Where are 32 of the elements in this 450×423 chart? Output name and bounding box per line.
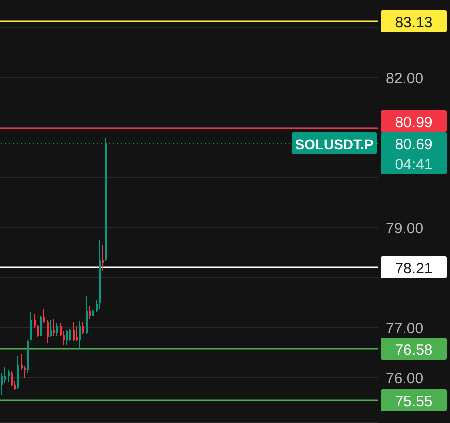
candlestick (30, 312, 32, 341)
candlestick (73, 322, 75, 342)
y-tick-label: 79.00 (386, 220, 424, 238)
candlestick (50, 320, 52, 338)
ref-line-label: 83.13 (395, 14, 433, 32)
candlestick (40, 316, 42, 337)
ref-line-label: 75.55 (395, 394, 433, 410)
ref-line-label: 80.99 (395, 114, 433, 132)
annotation: SOLUSDT.P (295, 136, 374, 152)
candlestick (56, 323, 58, 337)
candlestick (102, 244, 104, 272)
candlestick (86, 296, 88, 334)
candlestick (4, 367, 6, 384)
candlestick (69, 329, 71, 342)
candlestick (66, 330, 68, 346)
candlestick (11, 371, 13, 387)
candlestick (53, 319, 55, 337)
candlestick (89, 306, 91, 320)
y-tick-label: 77.00 (386, 320, 424, 338)
candlestick (76, 326, 78, 342)
candlestick (43, 309, 45, 324)
candlestick (82, 322, 84, 334)
candlestick (17, 356, 19, 390)
candlestick (8, 370, 10, 383)
text: 04:41 (395, 156, 433, 174)
y-tick-label: 76.00 (386, 370, 424, 388)
y-tick-label: 82.00 (386, 70, 424, 88)
candlestick (79, 321, 81, 350)
ref-line-label: 78.21 (395, 260, 433, 278)
ref-line-label: 80.69 (395, 136, 433, 154)
candlestick (47, 320, 49, 344)
ref-line-label: 76.58 (395, 342, 433, 359)
